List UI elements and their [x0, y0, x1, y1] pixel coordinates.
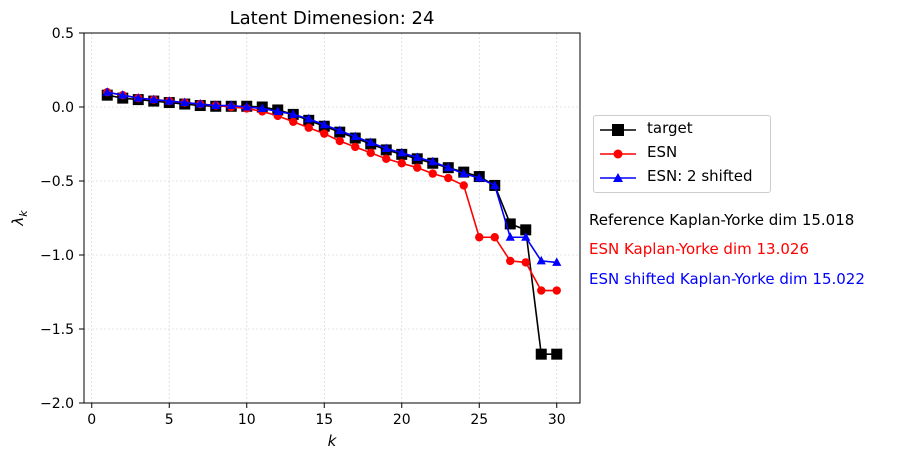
- y-axis-label: λk: [9, 210, 30, 227]
- data-point-esn-shifted: [288, 109, 298, 118]
- series-line-0: [107, 94, 557, 355]
- series-2: [102, 87, 562, 266]
- data-point-esn: [397, 159, 406, 168]
- data-point-esn-shifted: [118, 90, 128, 99]
- data-point-esn-shifted: [273, 106, 283, 115]
- series-layer: [101, 87, 563, 360]
- y-tick-label: −1.0: [40, 248, 74, 264]
- data-point-esn: [413, 163, 422, 172]
- data-point-esn: [537, 286, 546, 295]
- data-point-esn-shifted: [180, 97, 190, 107]
- x-tick-label: 20: [393, 412, 411, 428]
- grid-lines: [84, 32, 580, 404]
- series-1: [103, 88, 561, 295]
- data-point-esn-shifted: [366, 137, 376, 147]
- data-point-esn: [490, 233, 499, 242]
- x-tick-label: 5: [165, 412, 174, 428]
- axes-frame: [83, 32, 581, 404]
- data-point-esn: [289, 117, 298, 127]
- data-point-esn: [428, 169, 437, 178]
- data-point-esn-shifted: [474, 173, 484, 182]
- data-point-esn-shifted: [536, 255, 546, 265]
- annotation-esn-shifted-ky: ESN shifted Kaplan-Yorke dim 15.022: [589, 270, 865, 288]
- data-point-esn-shifted: [149, 94, 159, 104]
- annotation-esn-ky: ESN Kaplan-Yorke dim 13.026: [589, 240, 809, 258]
- data-point-esn-shifted: [211, 100, 221, 110]
- x-tick-label: 0: [87, 412, 96, 428]
- data-point-target: [520, 224, 532, 236]
- data-point-esn-shifted: [102, 87, 112, 96]
- legend-marker-esn-shifted: [600, 173, 636, 182]
- y-tick-label: 0.5: [52, 26, 74, 42]
- data-point-esn-shifted: [304, 113, 314, 123]
- legend-item-target: target: [594, 118, 772, 140]
- data-point-esn-shifted: [459, 168, 469, 178]
- data-point-esn: [552, 286, 561, 295]
- y-axis-label-main: λ: [9, 217, 27, 227]
- y-axis-label-subscript: k: [17, 210, 30, 217]
- data-point-esn-shifted: [381, 143, 391, 152]
- data-point-esn-shifted: [335, 125, 345, 135]
- x-tick-label: 30: [548, 412, 566, 428]
- legend: target ESN ESN: 2 shifted: [593, 115, 771, 193]
- annotation-reference-ky: Reference Kaplan-Yorke dim 15.018: [589, 211, 855, 229]
- data-point-esn: [506, 256, 515, 266]
- data-point-esn: [382, 154, 391, 163]
- legend-label-target: target: [647, 119, 693, 137]
- data-point-esn-shifted: [164, 96, 174, 105]
- data-point-esn: [475, 233, 484, 242]
- data-point-esn-shifted: [350, 131, 360, 141]
- data-point-esn-shifted: [226, 100, 236, 110]
- data-point-esn-shifted: [242, 102, 252, 111]
- data-point-esn: [521, 258, 530, 267]
- data-point-esn-shifted: [397, 147, 407, 157]
- data-point-esn: [459, 181, 468, 190]
- y-tick-label: −0.5: [40, 174, 74, 190]
- data-point-target: [535, 348, 547, 360]
- legend-label-esn-shifted: ESN: 2 shifted: [647, 167, 753, 185]
- data-point-esn-shifted: [521, 232, 531, 241]
- y-tick-label: 0.0: [52, 100, 74, 116]
- chart-title: Latent Dimenesion: 24: [230, 8, 435, 29]
- data-point-esn-shifted: [443, 162, 453, 172]
- data-point-esn-shifted: [428, 156, 438, 166]
- ticks: 0 5 10 15 20 25 30 0.5 0.0 −0.5 −1.0 −1.5 −2.0: [40, 26, 566, 428]
- y-tick-label: −2.0: [40, 396, 74, 412]
- x-tick-label: 15: [315, 412, 333, 428]
- data-point-esn-shifted: [319, 119, 329, 129]
- data-point-esn: [320, 129, 329, 138]
- x-tick-label: 10: [238, 412, 256, 428]
- data-point-esn-shifted: [490, 180, 500, 189]
- data-point-esn: [335, 136, 344, 146]
- data-point-esn: [444, 173, 453, 183]
- series-line-1: [107, 91, 557, 292]
- data-point-esn-shifted: [195, 99, 205, 108]
- data-point-esn-shifted: [133, 93, 143, 102]
- data-point-esn: [304, 123, 313, 132]
- data-point-esn-shifted: [505, 232, 515, 241]
- legend-marker-esn: [600, 149, 636, 159]
- data-point-esn-shifted: [257, 103, 267, 112]
- data-point-esn: [351, 142, 360, 152]
- data-point-esn-shifted: [412, 152, 422, 161]
- legend-item-esn: ESN: [594, 142, 772, 164]
- legend-label-esn: ESN: [647, 143, 678, 161]
- x-tick-label: 25: [470, 412, 488, 428]
- data-point-target: [504, 218, 516, 230]
- data-point-esn-shifted: [552, 257, 562, 266]
- x-axis-label: k: [328, 432, 338, 450]
- legend-marker-target: [600, 124, 636, 136]
- legend-item-esn-shifted: ESN: 2 shifted: [594, 166, 772, 188]
- y-tick-label: −1.5: [40, 322, 74, 338]
- data-point-esn: [366, 148, 375, 158]
- data-point-target: [551, 348, 563, 360]
- series-0: [101, 89, 563, 360]
